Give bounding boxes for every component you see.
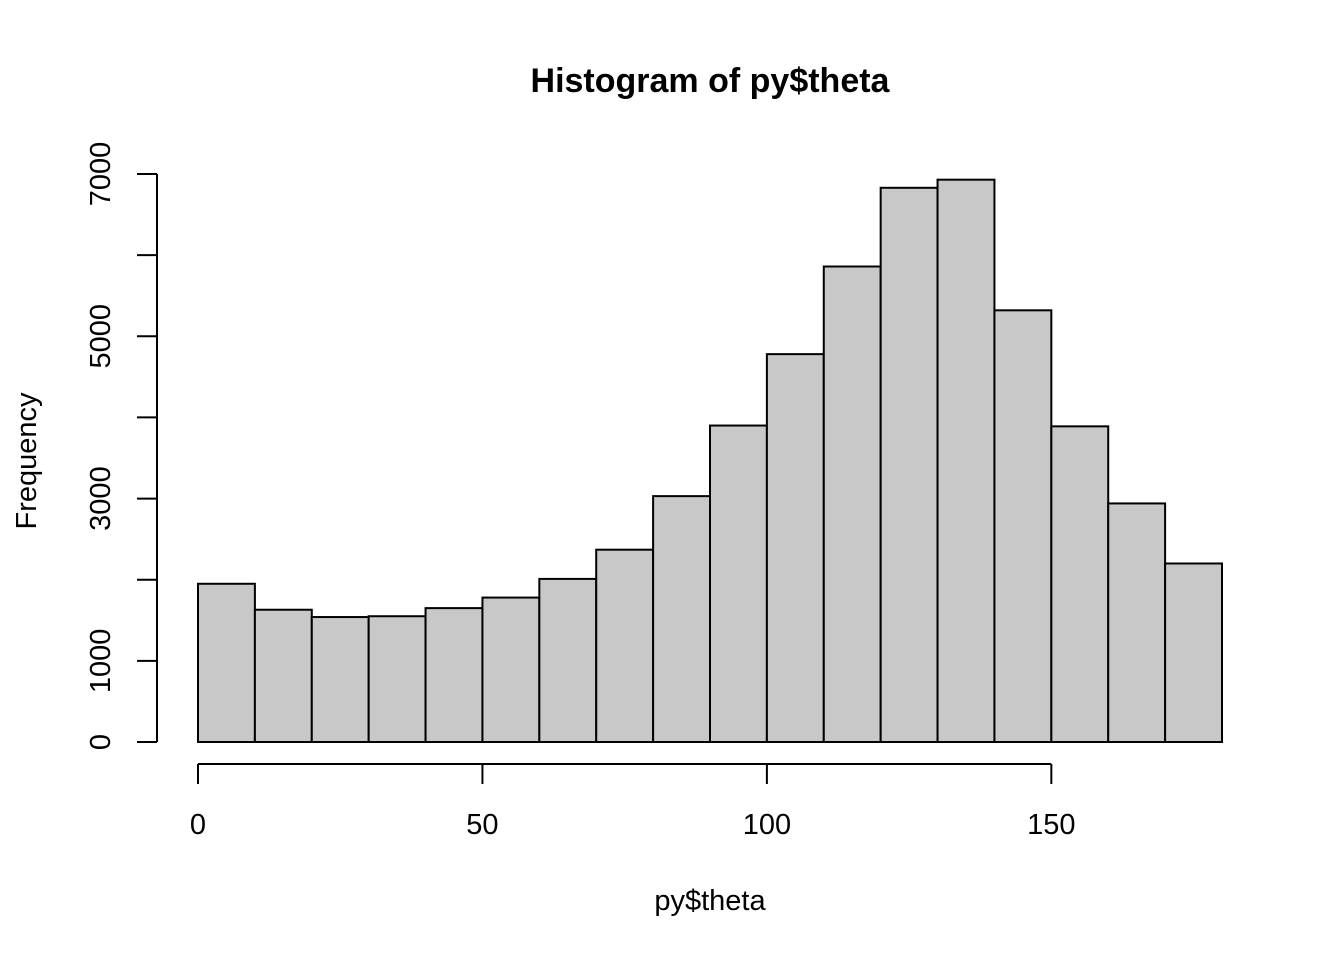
- x-tick-label-2: 100: [743, 809, 791, 841]
- histogram-bar-14: [993, 309, 1053, 743]
- y-axis-label: Frequency: [11, 392, 43, 530]
- histogram-bar-13: [936, 178, 996, 743]
- histogram-bar-0: [197, 582, 256, 743]
- x-tick-label-3: 150: [1027, 809, 1075, 841]
- histogram-bar-16: [1107, 502, 1167, 743]
- bars-group: [197, 178, 1223, 744]
- y-tick-label-0: 0: [85, 734, 117, 750]
- y-axis: 0 1000 3000 5000 7000: [85, 142, 158, 750]
- y-tick-label-1: 1000: [85, 629, 117, 694]
- x-tick-label-0: 0: [190, 809, 206, 841]
- histogram-bar-6: [538, 577, 598, 743]
- histogram-bar-15: [1050, 425, 1110, 743]
- x-axis: 0 50 100 150: [190, 763, 1076, 841]
- histogram-bar-11: [822, 265, 882, 743]
- histogram-bar-1: [253, 608, 313, 743]
- histogram-bar-9: [709, 424, 768, 743]
- y-tick-label-5: 5000: [85, 304, 117, 369]
- x-axis-label: py$theta: [654, 885, 766, 917]
- histogram-bar-17: [1164, 562, 1223, 743]
- histogram-bar-10: [765, 353, 825, 743]
- y-tick-label-7: 7000: [85, 142, 117, 207]
- x-tick-label-1: 50: [466, 809, 498, 841]
- histogram-bar-3: [367, 615, 427, 744]
- histogram-bar-7: [595, 548, 655, 743]
- histogram-bar-2: [310, 616, 370, 743]
- y-tick-label-3: 3000: [85, 466, 117, 531]
- chart-title: Histogram of py$theta: [531, 62, 891, 100]
- histogram-bar-12: [879, 186, 939, 743]
- histogram-bar-8: [652, 495, 711, 743]
- histogram-bar-5: [481, 596, 541, 744]
- histogram-bar-4: [424, 607, 484, 743]
